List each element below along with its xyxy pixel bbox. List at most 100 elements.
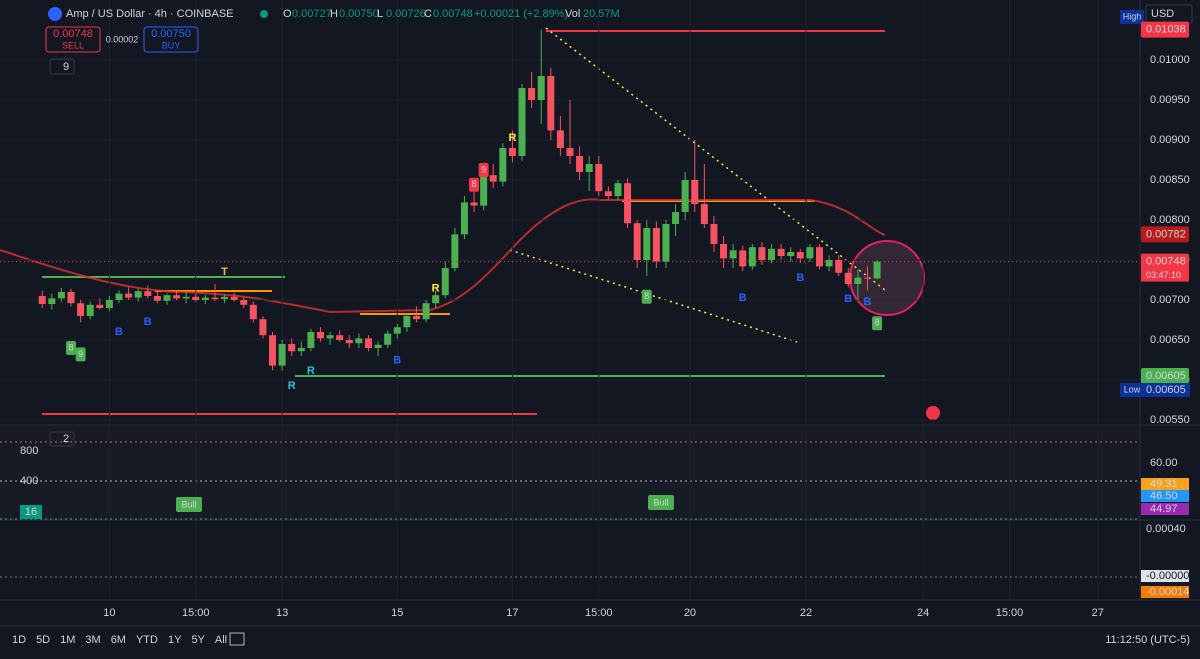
volume: 20.57M [583, 8, 620, 20]
candle-body [86, 304, 94, 316]
signal-marker: B [863, 296, 871, 308]
candle-body [345, 340, 353, 344]
symbol: Amp / US Dollar · 4h · COINBASE [66, 8, 234, 20]
sell-label[interactable]: SELL [62, 40, 84, 50]
currency[interactable]: USD [1151, 8, 1174, 20]
timeframe-button[interactable]: All [215, 634, 227, 646]
timeframe-button[interactable]: YTD [136, 634, 158, 646]
candle-body [460, 202, 468, 235]
spread: 0.00002 [106, 34, 139, 44]
candle-body [556, 130, 564, 148]
count-label: 8 [69, 342, 74, 352]
y-tick-label: 0.00550 [1150, 414, 1190, 426]
candle-body [96, 304, 104, 308]
ohlc-value: 0.00748 [433, 8, 473, 20]
timeframe-button[interactable]: 5D [36, 634, 50, 646]
count-label: 9 [481, 164, 486, 174]
count-box [469, 177, 480, 192]
value-label: -0.00014 [1146, 586, 1189, 598]
count-box [641, 289, 652, 304]
candle-body [844, 272, 852, 284]
x-tick-label: 27 [1092, 607, 1104, 619]
sell-button[interactable] [45, 26, 101, 53]
timeframe-button[interactable]: 1Y [168, 634, 182, 646]
badge [20, 505, 42, 519]
count-label: 8 [472, 179, 477, 189]
pane-axis-label: 800 [20, 445, 38, 457]
indicators-count[interactable]: 9 [63, 61, 69, 73]
candle-body [374, 344, 382, 348]
signal-marker: T [221, 266, 228, 278]
ohlc-label: O [283, 8, 292, 20]
candle-body [508, 148, 516, 156]
candle-body [768, 248, 776, 260]
signal-marker: B [144, 316, 152, 328]
candle-body [863, 277, 871, 279]
candle-body [576, 156, 584, 172]
countdown-bg [1141, 268, 1189, 282]
timeframe-button[interactable]: 1D [12, 634, 26, 646]
date-range-icon[interactable] [229, 632, 245, 646]
count-box [478, 163, 489, 177]
price-tag [1141, 226, 1189, 243]
candle-body [854, 277, 862, 284]
buy-price[interactable]: 0.00750 [151, 28, 191, 40]
indicators-toggle[interactable] [49, 58, 75, 75]
timeframe-button[interactable]: 6M [111, 634, 126, 646]
toolbar: 1D 5D 1M 3M 6M YTD 1Y 5Y All [12, 634, 227, 646]
pane-count[interactable]: 2 [63, 433, 69, 445]
candle-body [144, 291, 152, 296]
y-tick-label: 0.00900 [1150, 134, 1190, 146]
candle-body [825, 260, 833, 267]
candle-body [259, 319, 267, 336]
badge-value: 16 [25, 506, 37, 518]
candle-body [412, 316, 420, 320]
buy-button[interactable] [143, 26, 199, 53]
timeframe-button[interactable]: 3M [85, 634, 100, 646]
signal-marker: R [432, 283, 440, 295]
candle-body [269, 335, 277, 366]
candle-body [355, 338, 363, 344]
pane-toggle[interactable] [49, 431, 75, 447]
x-tick-label: 10 [103, 607, 115, 619]
candle-body [134, 291, 142, 298]
candle-body [115, 293, 123, 300]
sell-price[interactable]: 0.00748 [53, 28, 93, 40]
timeframe-button[interactable]: 1M [60, 634, 75, 646]
value-tag [1141, 586, 1189, 598]
value-label: 49.31 [1150, 478, 1178, 490]
clock: 11:12:50 (UTC-5) [1105, 634, 1190, 646]
signal-marker: R [288, 380, 296, 392]
value-tag [1141, 490, 1189, 502]
candle-body [441, 268, 449, 296]
y-tick-label: 0.00800 [1150, 214, 1190, 226]
timeframe-button[interactable]: 5Y [191, 634, 205, 646]
candle-body [422, 303, 430, 320]
count-box [75, 347, 86, 362]
candle-body [547, 76, 555, 131]
candle-body [758, 247, 766, 260]
candle-body [249, 304, 257, 320]
value-tag [1141, 570, 1189, 582]
candle-body [681, 180, 689, 212]
candle-body [105, 300, 113, 308]
x-tick-label: 24 [917, 607, 929, 619]
price-tag [1141, 368, 1189, 384]
signal-marker: R [307, 365, 315, 377]
oscillator-pane [0, 426, 1140, 520]
candle-body [700, 204, 708, 224]
count-label: 8 [644, 291, 649, 301]
candle-body [624, 183, 632, 224]
price-tag [1141, 21, 1189, 38]
candle-body [364, 338, 372, 348]
x-tick-label: 15:00 [585, 607, 613, 619]
price-tag-label: 0.00748 [1146, 256, 1186, 268]
candle-body [230, 296, 238, 300]
candle-body [480, 175, 488, 206]
x-tick-label: 15:00 [996, 607, 1024, 619]
buy-label[interactable]: BUY [162, 40, 181, 50]
candle-body [221, 296, 229, 300]
candle-body [595, 164, 603, 192]
